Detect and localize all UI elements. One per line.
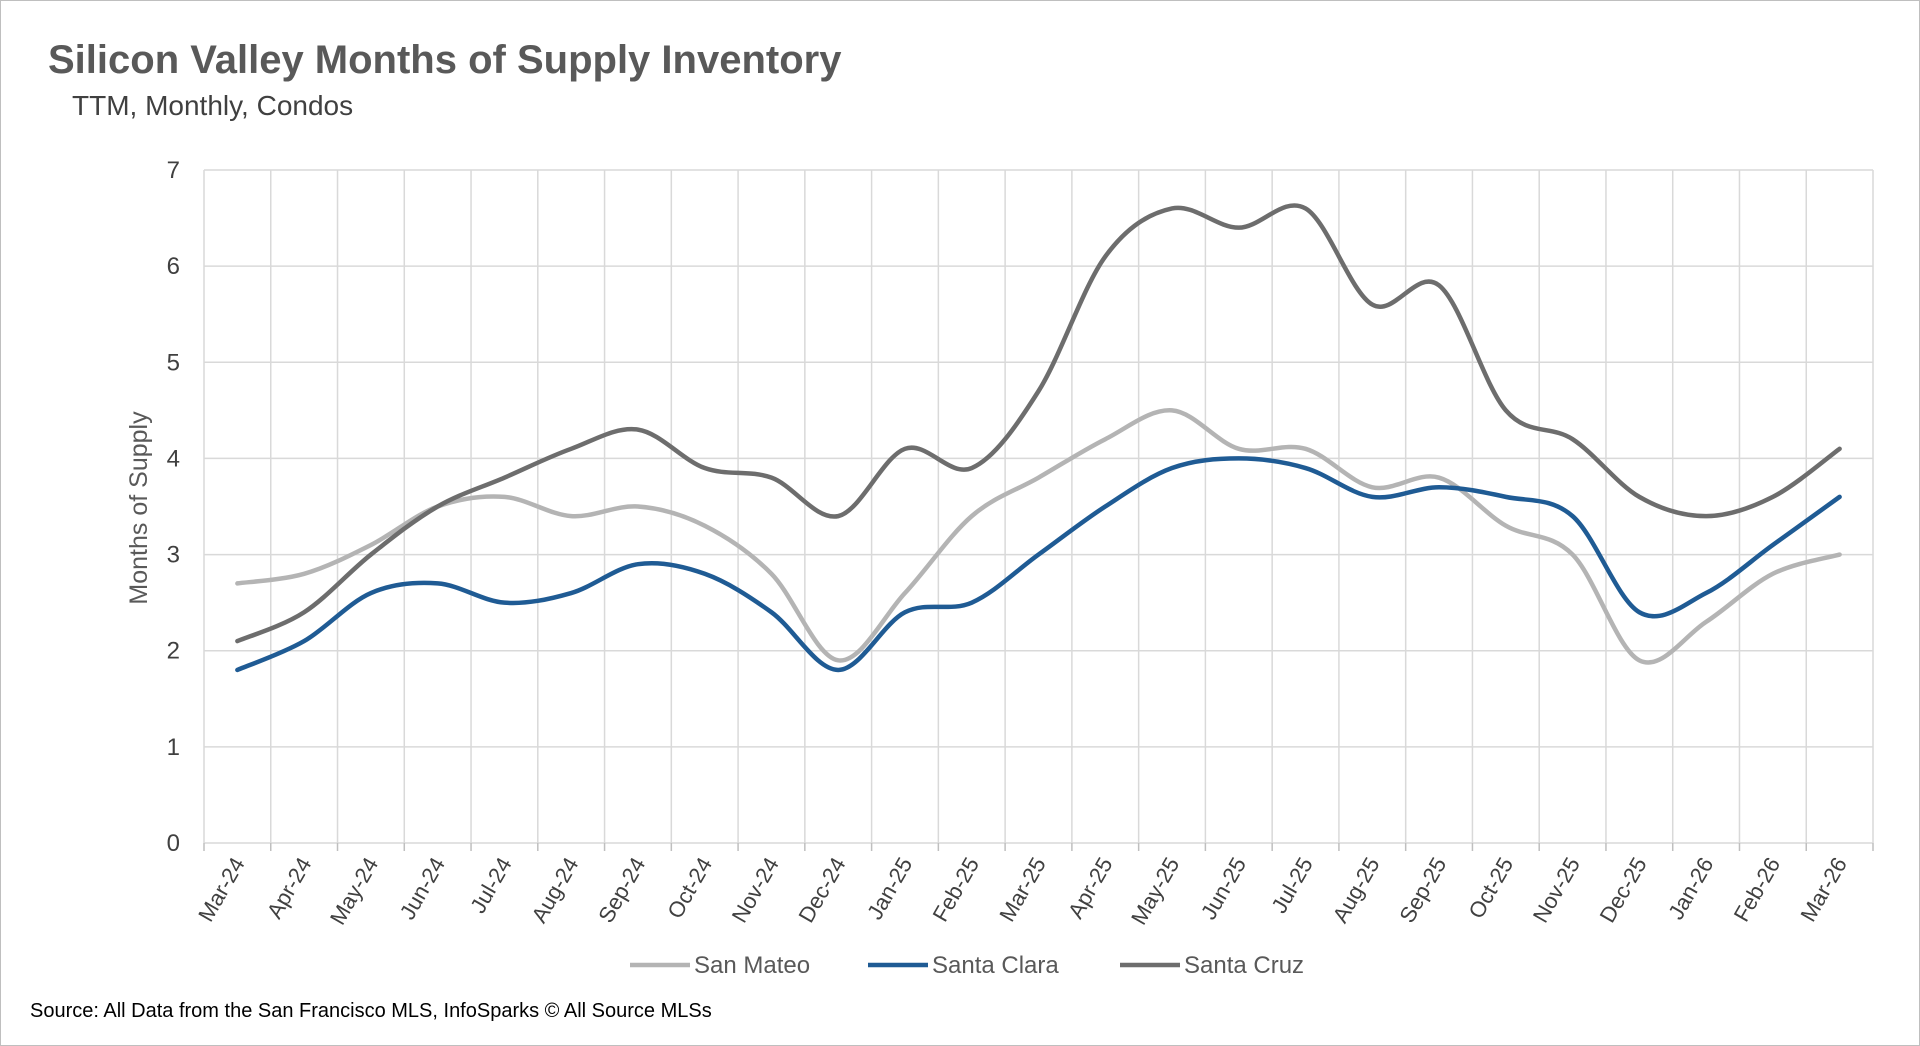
y-tick-label: 0 xyxy=(167,830,180,857)
source-note: Source: All Data from the San Francisco … xyxy=(30,1000,712,1022)
x-tick-label: Jul-24 xyxy=(465,853,517,917)
x-tick-label: Mar-25 xyxy=(994,853,1050,926)
x-tick-label: Nov-24 xyxy=(727,853,784,927)
x-tick-label: Sep-24 xyxy=(593,853,650,927)
legend-label-santa-clara: Santa Clara xyxy=(932,952,1059,979)
x-tick-label: Jan-25 xyxy=(862,853,917,924)
x-tick-label: Jul-25 xyxy=(1266,853,1318,917)
x-tick-label: Sep-25 xyxy=(1394,853,1451,927)
x-tick-label: Feb-25 xyxy=(928,853,985,926)
y-tick-label: 7 xyxy=(167,157,180,184)
x-tick-label: Oct-25 xyxy=(1463,853,1518,923)
y-tick-label: 3 xyxy=(167,542,180,569)
y-axis-ticks: 0 1 2 3 4 5 6 7 xyxy=(167,157,180,857)
y-tick-label: 5 xyxy=(167,349,180,376)
x-tick-label: Apr-25 xyxy=(1063,853,1118,923)
grid-lines xyxy=(203,169,1874,844)
x-tick-label: Feb-26 xyxy=(1729,853,1786,926)
x-tick-label: Dec-24 xyxy=(793,853,850,927)
x-tick-label: Jan-26 xyxy=(1663,853,1718,924)
x-tick-label: Nov-25 xyxy=(1528,853,1585,927)
x-tick-label: May-24 xyxy=(325,853,383,929)
x-tick-label: Oct-24 xyxy=(662,853,717,923)
legend-label-san-mateo: San Mateo xyxy=(694,952,810,979)
x-tick-label: Mar-26 xyxy=(1795,853,1851,926)
x-tick-label: Jun-24 xyxy=(395,853,450,924)
x-tick-label: Jun-25 xyxy=(1196,853,1251,924)
legend-label-santa-cruz: Santa Cruz xyxy=(1184,952,1304,979)
legend: San Mateo Santa Clara Santa Cruz xyxy=(630,952,1304,979)
x-tick-label: Mar-24 xyxy=(193,853,249,926)
y-tick-label: 6 xyxy=(167,253,180,280)
x-tick-label: Dec-25 xyxy=(1595,853,1652,927)
series-lines xyxy=(235,203,1842,673)
series-line-san-mateo xyxy=(235,408,1842,665)
y-tick-label: 4 xyxy=(167,445,180,472)
x-tick-label: Aug-25 xyxy=(1328,853,1385,927)
x-tick-label: Apr-24 xyxy=(262,853,317,923)
series-line-santa-clara xyxy=(235,456,1842,673)
chart-title: Silicon Valley Months of Supply Inventor… xyxy=(48,38,842,82)
x-axis-ticks: Mar-24 Apr-24 May-24 Jun-24 Jul-24 Aug-24 Sep-… xyxy=(193,843,1874,929)
x-tick-label: May-25 xyxy=(1126,853,1184,929)
y-tick-label: 2 xyxy=(167,638,180,665)
series-line-santa-cruz xyxy=(235,203,1842,644)
x-tick-label: Aug-24 xyxy=(526,853,583,927)
y-tick-label: 1 xyxy=(167,734,180,761)
y-axis-label: Months of Supply xyxy=(125,411,153,605)
chart-subtitle: TTM, Monthly, Condos xyxy=(72,90,354,121)
